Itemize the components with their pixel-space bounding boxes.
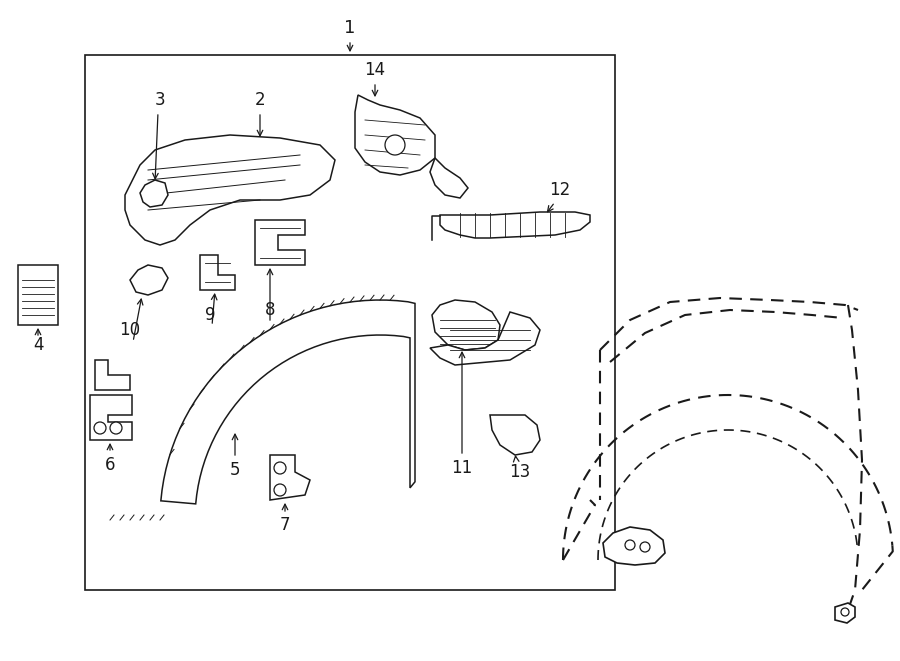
- Polygon shape: [140, 180, 168, 207]
- Text: 2: 2: [255, 91, 266, 109]
- Polygon shape: [200, 255, 235, 290]
- Circle shape: [274, 484, 286, 496]
- Circle shape: [640, 542, 650, 552]
- Text: 3: 3: [155, 91, 166, 109]
- Polygon shape: [130, 265, 168, 295]
- Circle shape: [94, 422, 106, 434]
- Polygon shape: [355, 95, 435, 175]
- Polygon shape: [125, 135, 335, 245]
- Polygon shape: [430, 312, 540, 365]
- Circle shape: [841, 608, 849, 616]
- Text: 11: 11: [452, 459, 472, 477]
- Circle shape: [625, 540, 635, 550]
- Circle shape: [110, 422, 122, 434]
- Text: 12: 12: [549, 181, 571, 199]
- Polygon shape: [603, 527, 665, 565]
- Text: 14: 14: [364, 61, 385, 79]
- Polygon shape: [95, 360, 130, 390]
- Text: 5: 5: [230, 461, 240, 479]
- Text: 10: 10: [120, 321, 140, 339]
- Polygon shape: [90, 395, 132, 440]
- Circle shape: [274, 462, 286, 474]
- Polygon shape: [161, 300, 415, 504]
- Text: 4: 4: [32, 336, 43, 354]
- Polygon shape: [430, 158, 468, 198]
- Bar: [85, 55, 615, 590]
- Text: 8: 8: [265, 301, 275, 319]
- Text: 9: 9: [205, 306, 215, 324]
- Circle shape: [385, 135, 405, 155]
- Polygon shape: [255, 220, 305, 265]
- Text: 6: 6: [104, 456, 115, 474]
- Polygon shape: [490, 415, 540, 455]
- Polygon shape: [18, 265, 58, 325]
- Polygon shape: [835, 603, 855, 623]
- Text: 13: 13: [509, 463, 531, 481]
- Text: 7: 7: [280, 516, 290, 534]
- Polygon shape: [440, 212, 590, 238]
- Text: 1: 1: [345, 19, 356, 37]
- Polygon shape: [270, 455, 310, 500]
- Polygon shape: [432, 300, 500, 350]
